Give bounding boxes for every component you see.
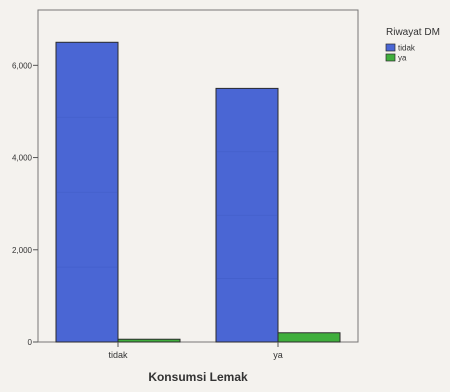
legend-swatch-tidak [385, 43, 396, 52]
y-tick-label: 0 [28, 338, 33, 347]
bar-ya-ya [277, 332, 341, 343]
x-tick-label: tidak [108, 350, 128, 360]
x-tick-label: ya [273, 350, 283, 360]
legend-label-ya: ya [398, 54, 407, 63]
legend-label-tidak: tidak [398, 44, 416, 53]
legend-swatch-ya [385, 53, 396, 62]
bars-group [55, 41, 341, 343]
y-tick-label: 4,000 [12, 154, 33, 163]
y-axis: 0 2,000 4,000 6,000 [12, 61, 38, 347]
y-tick-label: 6,000 [12, 61, 33, 70]
x-axis-label: Konsumsi Lemak [148, 370, 248, 384]
bar-tidak-ya [117, 338, 181, 343]
y-tick-label: 2,000 [12, 246, 33, 255]
legend-title: Riwayat DM [386, 27, 440, 38]
x-axis: tidak ya [108, 342, 283, 360]
